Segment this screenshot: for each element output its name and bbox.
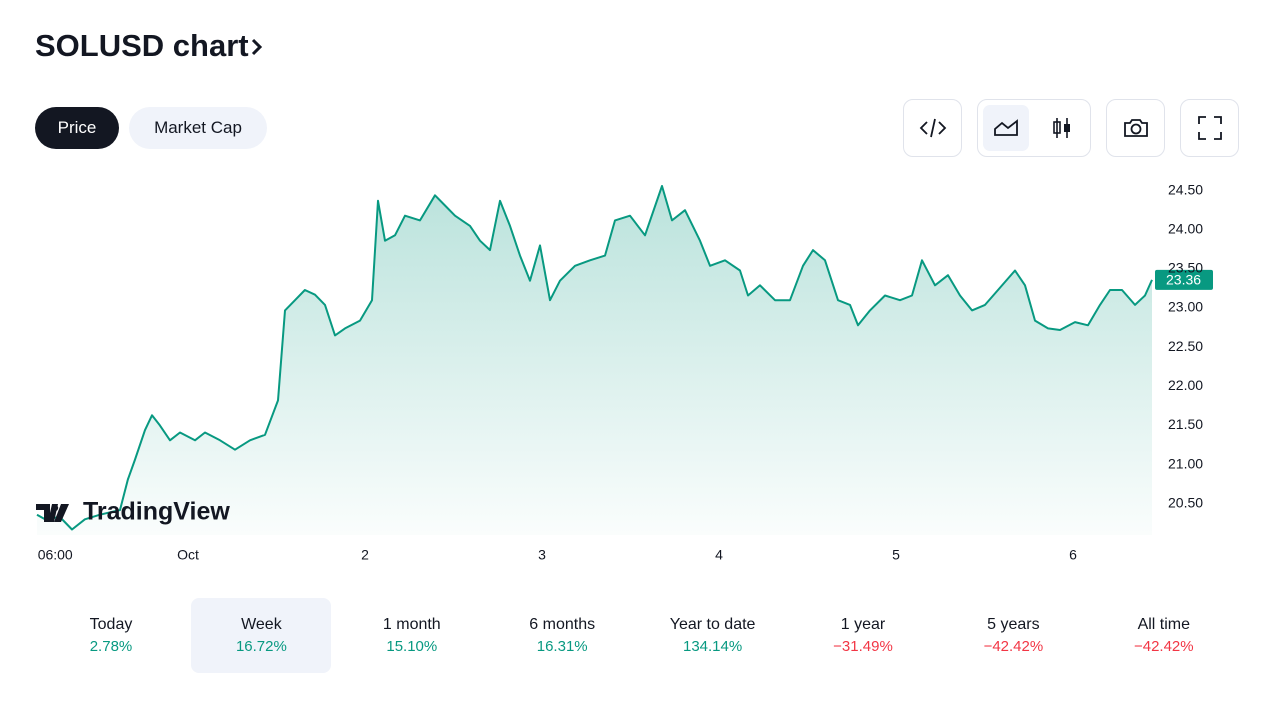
period-button[interactable]: 1 month 15.10% bbox=[342, 598, 482, 673]
period-change: 15.10% bbox=[386, 638, 438, 655]
period-label: All time bbox=[1137, 616, 1191, 633]
x-tick-label: 06:00 bbox=[38, 547, 73, 563]
x-tick-label: Oct bbox=[177, 547, 199, 563]
chart-type-group bbox=[977, 99, 1091, 157]
period-button[interactable]: Today 2.78% bbox=[41, 598, 181, 673]
last-price-label: 23.36 bbox=[1166, 272, 1201, 288]
period-change: −31.49% bbox=[833, 638, 893, 655]
y-tick-label: 20.50 bbox=[1168, 494, 1203, 510]
y-tick-label: 24.50 bbox=[1168, 181, 1203, 197]
candle-chart-button[interactable] bbox=[1039, 105, 1085, 151]
y-tick-label: 21.50 bbox=[1168, 416, 1203, 432]
price-line bbox=[36, 185, 1153, 531]
period-label: 6 months bbox=[529, 616, 596, 633]
watermark-text: TradingView bbox=[83, 498, 230, 526]
area-chart-button[interactable] bbox=[983, 105, 1029, 151]
period-button[interactable]: 5 years −42.42% bbox=[943, 598, 1083, 673]
x-tick-label: 3 bbox=[538, 547, 546, 563]
x-tick-label: 5 bbox=[892, 547, 900, 563]
snapshot-button[interactable] bbox=[1106, 99, 1165, 157]
area-fill bbox=[37, 186, 1152, 535]
page-title[interactable]: SOLUSD chart bbox=[35, 28, 265, 64]
period-change: 134.14% bbox=[682, 638, 743, 655]
period-change: −42.42% bbox=[983, 638, 1044, 655]
y-tick-label: 21.00 bbox=[1168, 455, 1203, 471]
x-tick-label: 4 bbox=[715, 547, 723, 563]
period-change: 16.72% bbox=[235, 638, 287, 655]
period-button[interactable]: All time −42.42% bbox=[1094, 598, 1234, 673]
x-tick-label: 2 bbox=[361, 547, 369, 563]
y-tick-label: 22.00 bbox=[1168, 377, 1203, 393]
period-label: 5 years bbox=[987, 616, 1040, 633]
y-tick-label: 23.50 bbox=[1168, 260, 1203, 276]
fullscreen-button[interactable] bbox=[1180, 99, 1239, 157]
tab[interactable]: Market Cap bbox=[129, 107, 267, 149]
period-change: 16.31% bbox=[536, 638, 588, 655]
x-tick-label: 6 bbox=[1069, 547, 1077, 563]
watermark-logo bbox=[36, 504, 69, 522]
tab[interactable]: Price bbox=[35, 107, 119, 149]
embed-button[interactable] bbox=[903, 99, 962, 157]
period-button[interactable]: Week 16.72% bbox=[191, 598, 332, 673]
period-change: 2.78% bbox=[89, 638, 133, 655]
period-button[interactable]: 1 year −31.49% bbox=[793, 598, 933, 673]
fullscreen-icon bbox=[1187, 105, 1233, 151]
chevron-icon bbox=[251, 38, 262, 56]
y-tick-label: 22.50 bbox=[1168, 338, 1203, 354]
period-label: Today bbox=[89, 616, 133, 633]
period-button[interactable]: 6 months 16.31% bbox=[492, 598, 632, 673]
period-button[interactable]: Year to date 134.14% bbox=[643, 598, 783, 673]
period-label: Week bbox=[241, 616, 282, 633]
camera-icon bbox=[1113, 105, 1159, 151]
period-change: −42.42% bbox=[1133, 638, 1194, 655]
period-label: 1 year bbox=[840, 616, 886, 633]
period-label: 1 month bbox=[382, 616, 441, 633]
y-tick-label: 23.00 bbox=[1168, 299, 1203, 315]
last-price-badge bbox=[1155, 269, 1213, 290]
embed-icon bbox=[910, 105, 956, 151]
y-tick-label: 24.00 bbox=[1168, 220, 1203, 236]
period-label: Year to date bbox=[669, 616, 756, 633]
title-text: SOLUSD chart bbox=[35, 28, 249, 63]
